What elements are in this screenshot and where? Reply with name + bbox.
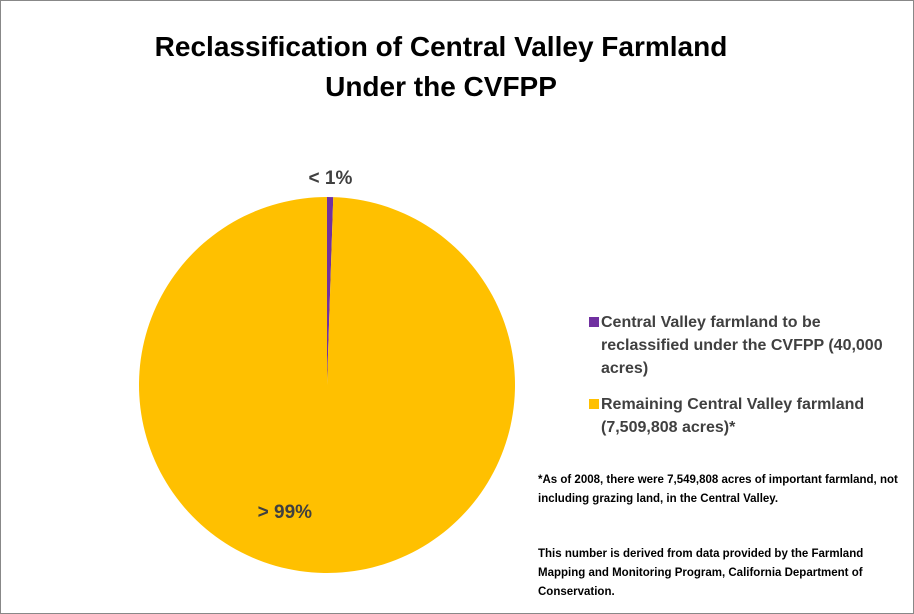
chart-title: Reclassification of Central Valley Farml… xyxy=(154,31,728,102)
legend-entry: Remaining Central Valley farmland (7,509… xyxy=(589,393,909,439)
data-label: < 1% xyxy=(309,168,353,189)
legend-label: Remaining Central Valley farmland (7,509… xyxy=(601,396,865,436)
legend-swatch xyxy=(589,317,599,327)
data-label: > 99% xyxy=(258,502,313,523)
note: This number is derived from data provide… xyxy=(538,548,864,598)
note: *As of 2008, there were 7,549,808 acres … xyxy=(538,474,898,505)
legend-swatch xyxy=(589,399,599,409)
legend-entry: Central Valley farmland to be reclassifi… xyxy=(589,311,909,380)
pie-slice xyxy=(138,197,515,573)
pie-slice xyxy=(327,197,334,385)
legend-label: Central Valley farmland to be reclassifi… xyxy=(601,314,883,377)
